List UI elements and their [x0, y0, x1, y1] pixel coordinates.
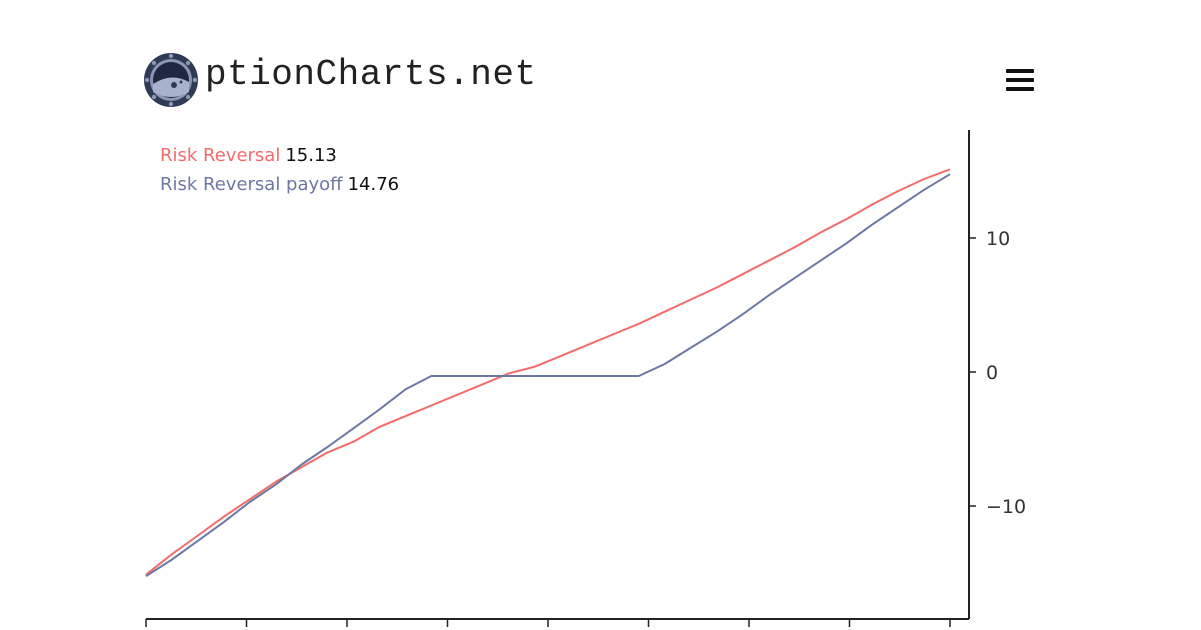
- site-name[interactable]: ptionCharts.net: [205, 53, 537, 95]
- y-tick-label: 10: [986, 228, 1010, 250]
- legend-value: 14.76: [347, 174, 400, 195]
- site-header: ptionCharts.net: [143, 50, 537, 110]
- chart-legend: Risk Reversal 15.13 Risk Reversal payoff 1…: [160, 141, 399, 199]
- y-tick-label: −10: [986, 496, 1026, 518]
- legend-label: Risk Reversal payoff: [160, 174, 343, 195]
- legend-value: 15.13: [285, 145, 337, 166]
- porthole-logo-icon[interactable]: [143, 52, 199, 108]
- hamburger-menu-icon[interactable]: [1006, 69, 1034, 93]
- legend-label: Risk Reversal: [160, 145, 281, 166]
- legend-item-risk-reversal: Risk Reversal 15.13: [160, 141, 399, 170]
- series-line-risk-reversal-payoff: [145, 173, 951, 578]
- y-tick-label: 0: [986, 362, 998, 384]
- series-line-risk-reversal: [145, 168, 951, 576]
- legend-item-risk-reversal-payoff: Risk Reversal payoff 14.76: [160, 170, 399, 199]
